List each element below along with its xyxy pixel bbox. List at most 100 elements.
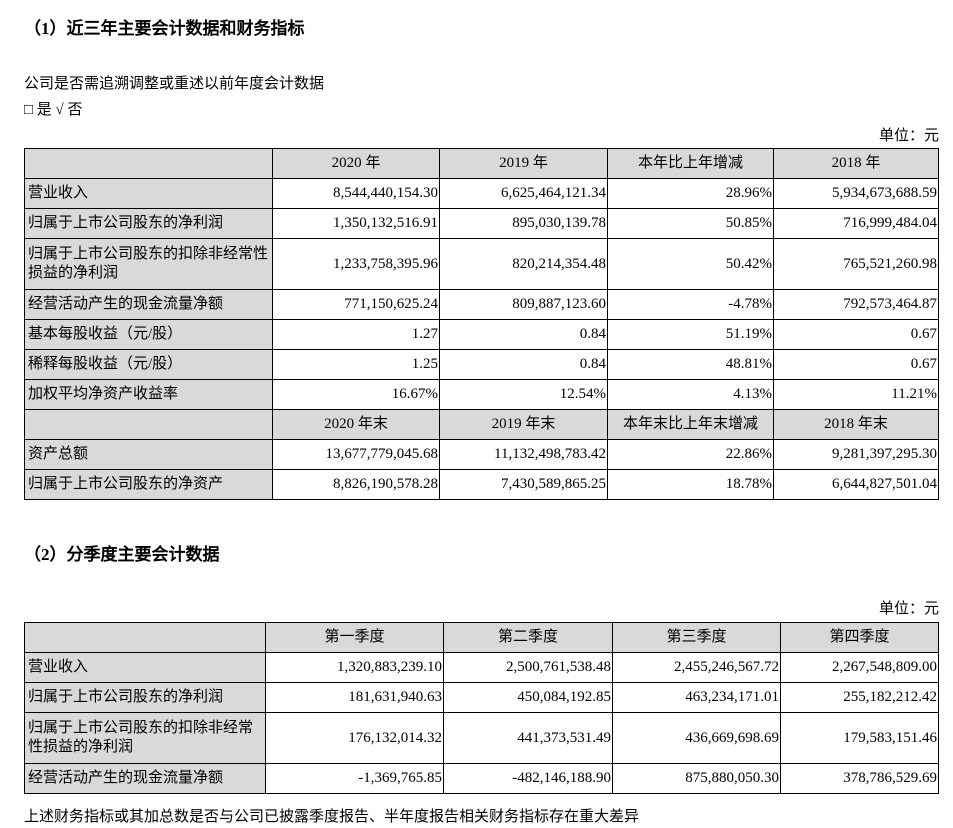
cell-value: 378,786,529.69 [780,763,939,794]
cell-value: 22.86% [607,439,774,470]
column-header: 第三季度 [612,622,781,653]
cell-value: 436,669,698.69 [612,712,781,764]
row-label: 归属于上市公司股东的净利润 [24,208,273,239]
cell-value: 255,182,212.42 [780,682,939,713]
row-label: 经营活动产生的现金流量净额 [24,289,273,320]
cell-value: 6,625,464,121.34 [439,178,608,209]
row-label: 归属于上市公司股东的扣除非经常性损益的净利润 [24,712,266,764]
cell-value: 463,234,171.01 [612,682,781,713]
cell-value: 50.42% [607,238,774,290]
cell-value: 441,373,531.49 [443,712,613,764]
cell-value: 0.84 [439,349,608,380]
row-label: 营业收入 [24,178,273,209]
cell-value: 765,521,260.98 [773,238,939,290]
cell-value: 13,677,779,045.68 [272,439,440,470]
cell-value: 1.25 [272,349,440,380]
cell-value: 450,084,192.85 [443,682,613,713]
row-label: 稀释每股收益（元/股） [24,349,273,380]
restatement-question: 公司是否需追溯调整或重述以前年度会计数据 [24,76,325,92]
cell-value: 12.54% [439,379,608,410]
cell-value: 8,544,440,154.30 [272,178,440,209]
cell-value: 820,214,354.48 [439,238,608,290]
table-row: 加权平均净资产收益率 16.67% 12.54% 4.13% 11.21% [24,379,939,410]
cell-value: 181,631,940.63 [265,682,444,713]
table-row: 经营活动产生的现金流量净额 771,150,625.24 809,887,123.6… [24,289,939,320]
cell-value: 875,880,050.30 [612,763,781,794]
cell-value: 4.13% [607,379,774,410]
cell-value: 11.21% [773,379,939,410]
table-row: 经营活动产生的现金流量净额 -1,369,765.85 -482,146,188.9… [24,763,939,794]
cell-value: 51.19% [607,319,774,350]
cell-value: 1,320,883,239.10 [265,652,444,683]
row-label: 经营活动产生的现金流量净额 [24,763,266,794]
column-header: 2020 年末 [272,409,440,440]
cell-value: 5,934,673,688.59 [773,178,939,209]
cell-value: 176,132,014.32 [265,712,444,764]
cell-value: 771,150,625.24 [272,289,440,320]
column-header: 本年比上年增减 [607,148,774,179]
cell-value: 28.96% [607,178,774,209]
table-row: 归属于上市公司股东的净利润 181,631,940.63 450,084,192.8… [24,682,939,713]
table-row: 归属于上市公司股东的扣除非经常性损益的净利润 176,132,014.32 441,… [24,712,939,764]
cell-value: 809,887,123.60 [439,289,608,320]
column-header: 2019 年末 [439,409,608,440]
column-header: 2020 年 [272,148,440,179]
cell-value: 18.78% [607,469,774,500]
cell-value: 16.67% [272,379,440,410]
row-label: 资产总额 [24,439,273,470]
column-header: 2018 年末 [773,409,939,440]
table-header-row: 第一季度 第二季度 第三季度 第四季度 [24,622,939,653]
cell-value: 0.84 [439,319,608,350]
row-label: 加权平均净资产收益率 [24,379,273,410]
cell-value: 792,573,464.87 [773,289,939,320]
row-label: 营业收入 [24,652,266,683]
column-header: 2018 年 [773,148,939,179]
cell-value: 8,826,190,578.28 [272,469,440,500]
cell-value: 179,583,151.46 [780,712,939,764]
table-header-row: 2020 年末 2019 年末 本年末比上年末增减 2018 年末 [24,409,939,440]
row-label: 归属于上市公司股东的扣除非经常性损益的净利润 [24,238,273,290]
quarterly-data-table: 第一季度 第二季度 第三季度 第四季度 营业收入 1,320,883,239.10 2,50… [24,622,939,794]
column-header: 本年末比上年末增减 [607,409,774,440]
table-row: 归属于上市公司股东的净资产 8,826,190,578.28 7,430,589,8… [24,469,939,500]
cell-value: 2,500,761,538.48 [443,652,613,683]
column-header: 第一季度 [265,622,444,653]
cell-value: 7,430,589,865.25 [439,469,608,500]
cell-value: -4.78% [607,289,774,320]
cell-value: 9,281,397,295.30 [773,439,939,470]
table-row: 营业收入 8,544,440,154.30 6,625,464,121.34 28.9… [24,178,939,209]
annual-data-table: 2020 年 2019 年本年比上年增减 2018 年营业收入 8,544,440,1… [24,148,939,500]
cell-value: 1.27 [272,319,440,350]
cell-value: 0.67 [773,349,939,380]
cell-value: 2,455,246,567.72 [612,652,781,683]
cell-value: 50.85% [607,208,774,239]
row-label: 归属于上市公司股东的净利润 [24,682,266,713]
cell-value: 0.67 [773,319,939,350]
table-header-row: 2020 年 2019 年本年比上年增减 2018 年 [24,148,939,179]
table-row: 归属于上市公司股东的净利润 1,350,132,516.91 895,030,139… [24,208,939,239]
cell-value: 11,132,498,783.42 [439,439,608,470]
cell-value: 895,030,139.78 [439,208,608,239]
column-header [24,409,273,440]
table-row: 归属于上市公司股东的扣除非经常性损益的净利润 1,233,758,395.96 82… [24,238,939,290]
section2-title: （2）分季度主要会计数据 [24,545,220,564]
cell-value: 6,644,827,501.04 [773,469,939,500]
section1-title: （1）近三年主要会计数据和财务指标 [24,19,305,38]
table-row: 稀释每股收益（元/股） 1.25 0.84 48.81% 0.67 [24,349,939,380]
cell-value: 48.81% [607,349,774,380]
cell-value: 1,350,132,516.91 [272,208,440,239]
unit-label: 单位：元 [878,128,939,144]
column-header: 第四季度 [780,622,939,653]
table-row: 基本每股收益（元/股） 1.27 0.84 51.19% 0.67 [24,319,939,350]
cell-value: 716,999,484.04 [773,208,939,239]
cell-value: 1,233,758,395.96 [272,238,440,290]
restatement-options: □ 是 √ 否 [24,102,83,118]
cell-value: -1,369,765.85 [265,763,444,794]
column-header [24,148,273,179]
cell-value: -482,146,188.90 [443,763,613,794]
row-label: 基本每股收益（元/股） [24,319,273,350]
footnote: 上述财务指标或其加总数是否与公司已披露季度报告、半年度报告相关财务指标存在重大差… [24,809,640,825]
table-row: 资产总额 13,677,779,045.68 11,132,498,783.42 22… [24,439,939,470]
cell-value: 2,267,548,809.00 [780,652,939,683]
